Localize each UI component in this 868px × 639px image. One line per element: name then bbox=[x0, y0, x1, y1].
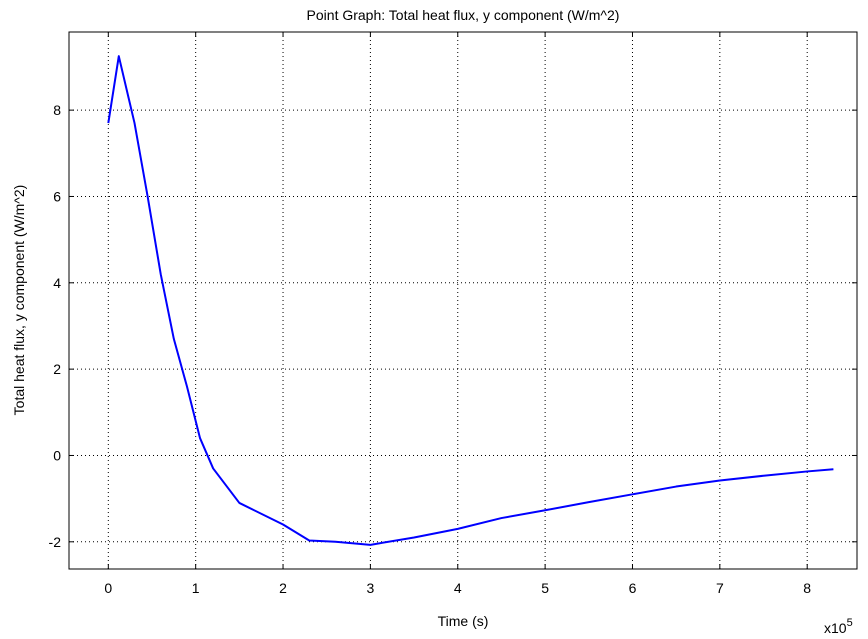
x-tick-label: 7 bbox=[716, 580, 724, 596]
y-tick-label: -2 bbox=[49, 534, 62, 550]
x-tick-label: 0 bbox=[104, 580, 112, 596]
y-tick-label: 6 bbox=[53, 188, 61, 204]
x-tick-label: 6 bbox=[629, 580, 637, 596]
y-axis-label: Total heat flux, y component (W/m^2) bbox=[11, 185, 27, 416]
y-tick-label: 0 bbox=[53, 447, 61, 463]
x-tick-label: 5 bbox=[541, 580, 549, 596]
x-multiplier-exponent: 5 bbox=[847, 617, 853, 629]
y-tick-label: 8 bbox=[53, 102, 61, 118]
x-tick-label: 4 bbox=[454, 580, 462, 596]
x-tick-label: 3 bbox=[366, 580, 374, 596]
x-axis-label: Time (s) bbox=[438, 613, 489, 629]
x-tick-label: 1 bbox=[192, 580, 200, 596]
x-multiplier-base: x10 bbox=[824, 620, 847, 636]
y-tick-label: 2 bbox=[53, 361, 61, 377]
data-line bbox=[107, 55, 834, 546]
chart-title: Point Graph: Total heat flux, y componen… bbox=[307, 7, 620, 23]
plot-frame bbox=[68, 31, 858, 570]
y-tick-label: 4 bbox=[53, 275, 61, 291]
x-multiplier: x105 bbox=[824, 617, 853, 636]
x-tick-label: 8 bbox=[803, 580, 811, 596]
x-tick-label: 2 bbox=[279, 580, 287, 596]
